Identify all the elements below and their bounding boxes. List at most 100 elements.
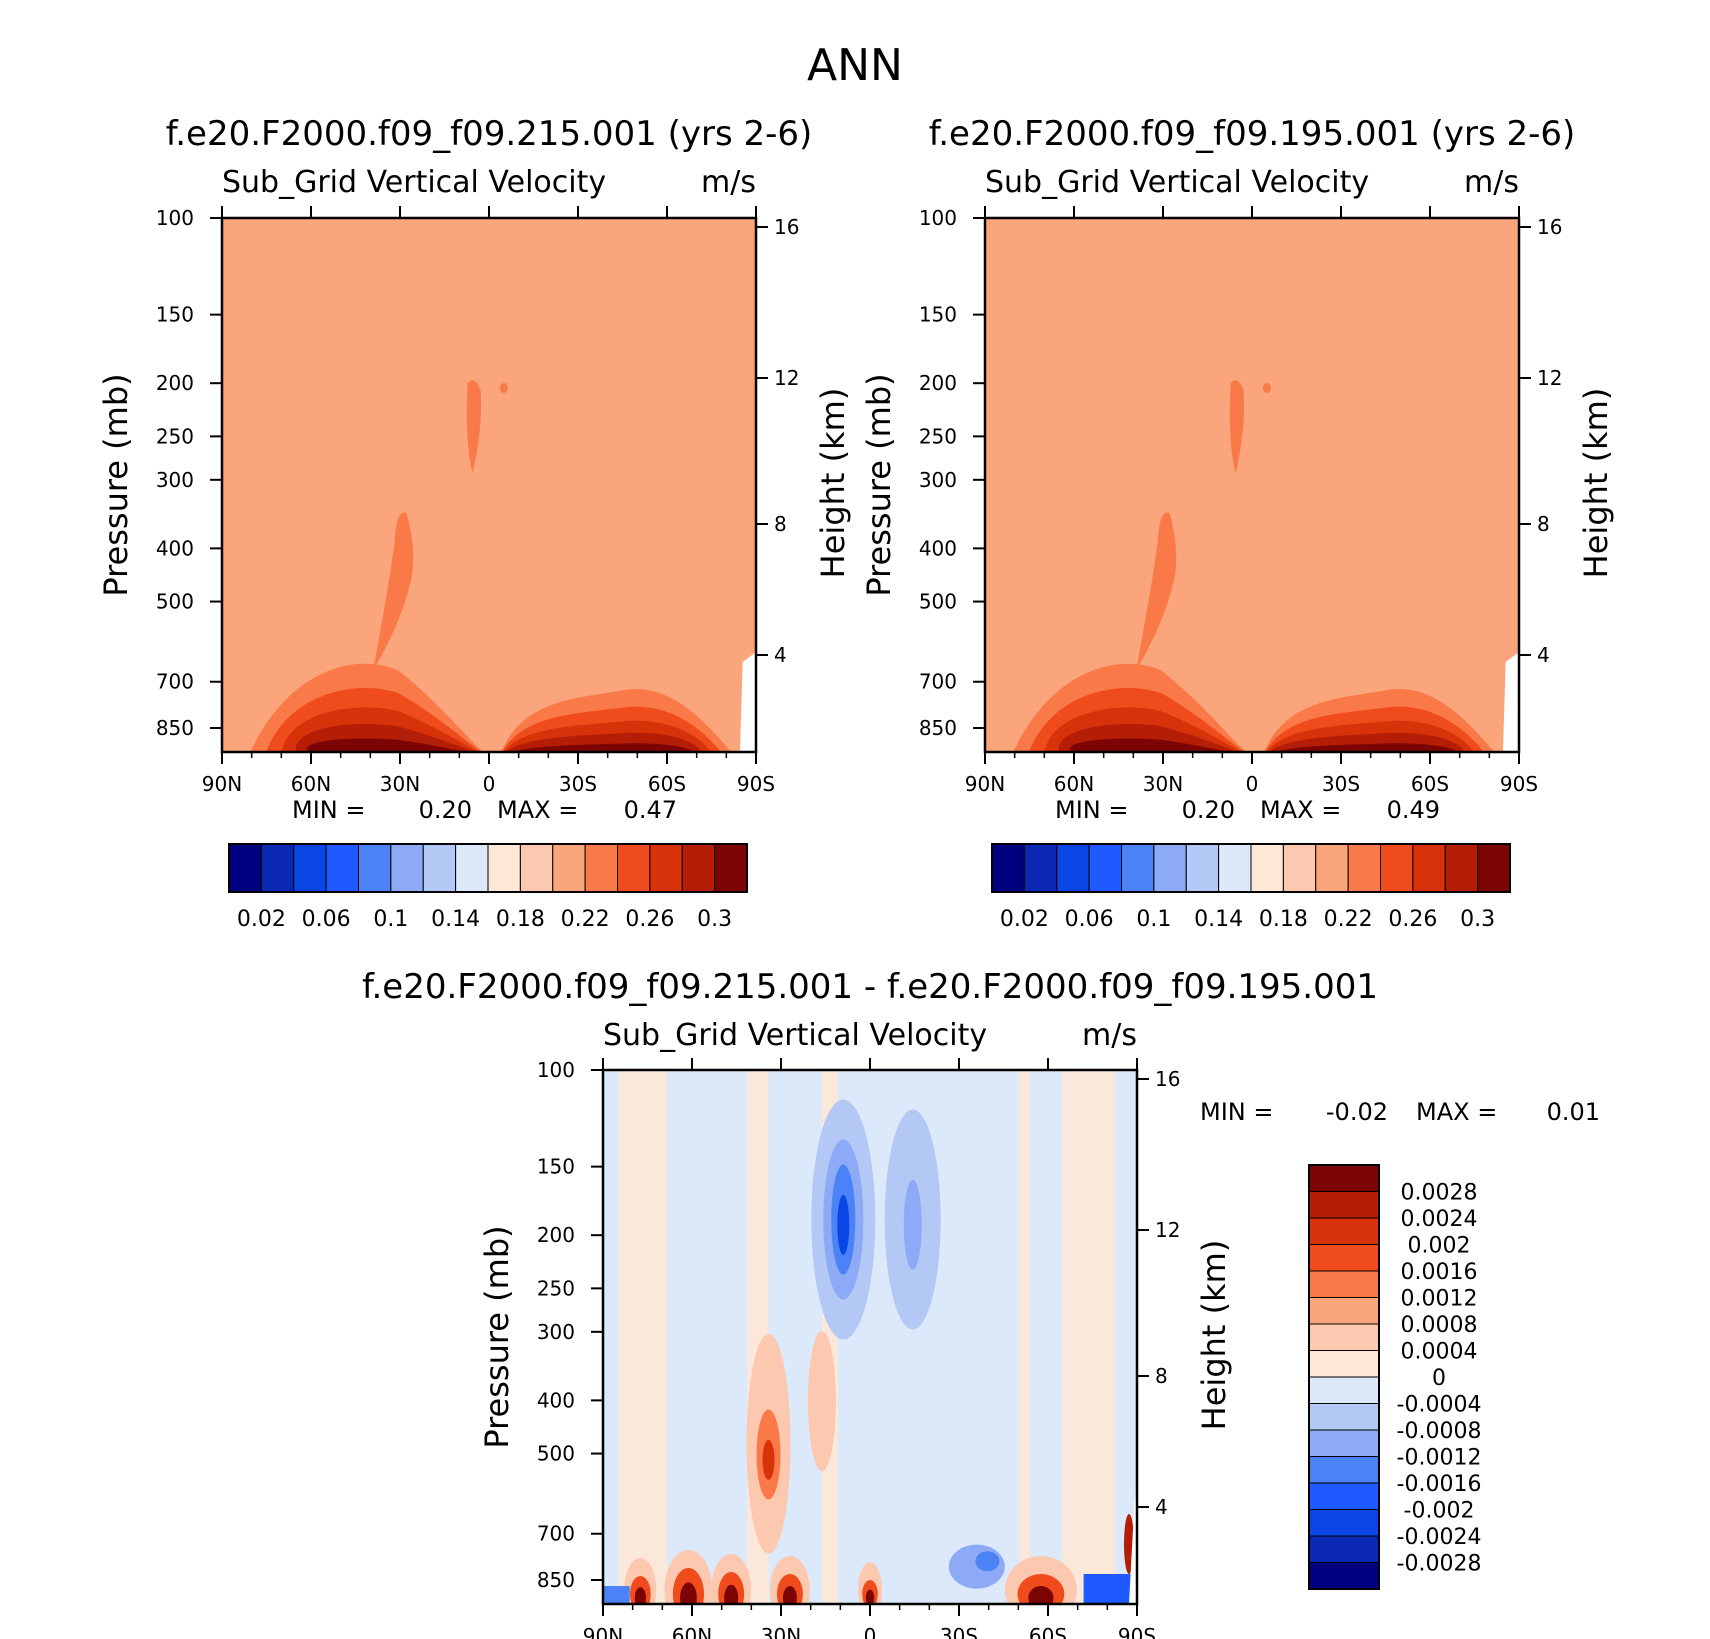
panel-title: f.e20.F2000.f09_f09.215.001 - f.e20.F200… [362,967,1378,1007]
colorbar-label: 0.18 [496,907,545,932]
colorbar-swatch [1347,843,1381,893]
y-tick-label: 500 [537,1442,575,1466]
colorbar-label: 0.0016 [1401,1260,1478,1285]
contour-band-sh [510,743,694,752]
colorbar-swatch [519,843,554,893]
colorbar-swatch [1088,843,1122,893]
colorbar-label: -0.0004 [1397,1393,1482,1418]
panel-subtitle-right: m/s [1082,1018,1137,1053]
contour-field [222,218,756,752]
colorbar-swatch [1308,1482,1380,1510]
y-right-tick-label: 12 [774,366,799,390]
contour-region [680,1582,697,1604]
x-tick-label: 60N [1054,772,1094,796]
max-label: MAX = [1260,796,1341,824]
colorbar-swatch [1308,1456,1380,1484]
contour-region [1134,512,1177,673]
colorbar-swatch [1308,1429,1380,1457]
colorbar-swatch [228,843,262,893]
colorbar-swatch [1308,1562,1380,1590]
x-tick-label: 60N [672,1624,712,1639]
missing-data [1128,1484,1137,1604]
contour-region [724,1584,739,1604]
panel-top-left: 100 150 200 250 300 400 500 700 850 16 12 8 4 90N 60N 3… [97,114,852,932]
colorbar-swatch [552,843,586,893]
colorbar-label: 0.0004 [1401,1340,1478,1365]
y-tick-label: 400 [537,1388,575,1412]
x-tick-label: 60N [291,772,331,796]
y-right-tick-label: 8 [1537,512,1550,536]
colorbar-label: 0.02 [237,907,286,932]
colorbar-swatch [617,843,651,893]
colorbar-label: 0.0012 [1401,1287,1478,1312]
contour-region [371,512,414,673]
colorbar-swatch [1308,1191,1380,1219]
colorbar-swatch [422,843,457,893]
x-tick-label: 0 [1246,772,1259,796]
x-tick-label: 30N [380,772,420,796]
x-tick-label: 0 [864,1624,877,1639]
contour-region [1019,1070,1031,1604]
colorbar-swatch [1308,1509,1380,1537]
contour-field [603,1070,1137,1604]
panel-title: f.e20.F2000.f09_f09.195.001 (yrs 2-6) [929,114,1576,154]
colorbar-swatch [1185,843,1220,893]
missing-data [739,652,756,752]
colorbar-label: 0.0028 [1401,1181,1478,1206]
y-right-tick-label: 12 [1155,1218,1180,1242]
colorbar-label: 0.06 [1065,907,1114,932]
colorbar-swatch [1380,843,1414,893]
min-value: -0.02 [1326,1098,1388,1126]
y-tick-label: 850 [156,716,194,740]
contour-region [837,1194,850,1255]
x-tick-label: 90S [737,772,775,796]
y-right-tick-label: 8 [1155,1364,1168,1388]
x-tick-label: 30N [761,1624,801,1639]
y-tick-label: 200 [919,371,957,395]
y-tick-label: 150 [156,303,194,327]
colorbar-swatch [714,843,748,893]
colorbar-swatch [260,843,295,893]
colorbar-frame [1308,1164,1380,1590]
contour-region [619,1070,668,1604]
y-tick-label: 250 [537,1276,575,1300]
x-tick-label: 90N [965,772,1005,796]
contour-region [1083,1574,1132,1604]
y-tick-label: 400 [156,536,194,560]
y-tick-label: 700 [537,1522,575,1546]
colorbar-swatch [991,843,1025,893]
min-label: MIN = [1055,796,1128,824]
contour-region [603,1586,630,1604]
panel-bottom-difference: 100 150 200 250 300 400 500 700 850 16 12 8 4 90N 60N 3… [362,967,1600,1639]
contour-region [1028,1586,1054,1604]
contour-background [603,1070,1137,1604]
x-tick-label: 90S [1118,1624,1156,1639]
panel-subtitle-left: Sub_Grid Vertical Velocity [222,165,606,200]
y-right-axis-title: Height (km) [1195,1240,1233,1431]
x-tick-label: 90S [1500,772,1538,796]
colorbar-label: -0.0012 [1397,1446,1482,1471]
colorbar-swatch [681,843,716,893]
colorbar-label: 0.1 [1136,907,1171,932]
colorbar-label: 0.18 [1259,907,1308,932]
y-tick-label: 300 [156,468,194,492]
colorbar-label: 0.002 [1408,1234,1471,1259]
colorbar-label: 0.14 [431,907,480,932]
colorbar-label: -0.0016 [1397,1472,1482,1497]
max-label: MAX = [1416,1098,1497,1126]
colorbar-swatch [1308,1244,1380,1272]
min-label: MIN = [292,796,365,824]
y-tick-label: 400 [919,536,957,560]
y-tick-label: 200 [537,1223,575,1247]
y-right-tick-label: 16 [774,215,799,239]
colorbar-swatch [649,843,683,893]
colorbar-swatch [1153,843,1187,893]
y-right-axis-title: Height (km) [814,388,852,579]
x-tick-label: 30S [940,1624,978,1639]
y-tick-label: 700 [919,670,957,694]
colorbar-swatch [1282,843,1317,893]
y-tick-label: 850 [919,716,957,740]
colorbar-swatch [1023,843,1058,893]
colorbar-label: 0.22 [1324,907,1373,932]
